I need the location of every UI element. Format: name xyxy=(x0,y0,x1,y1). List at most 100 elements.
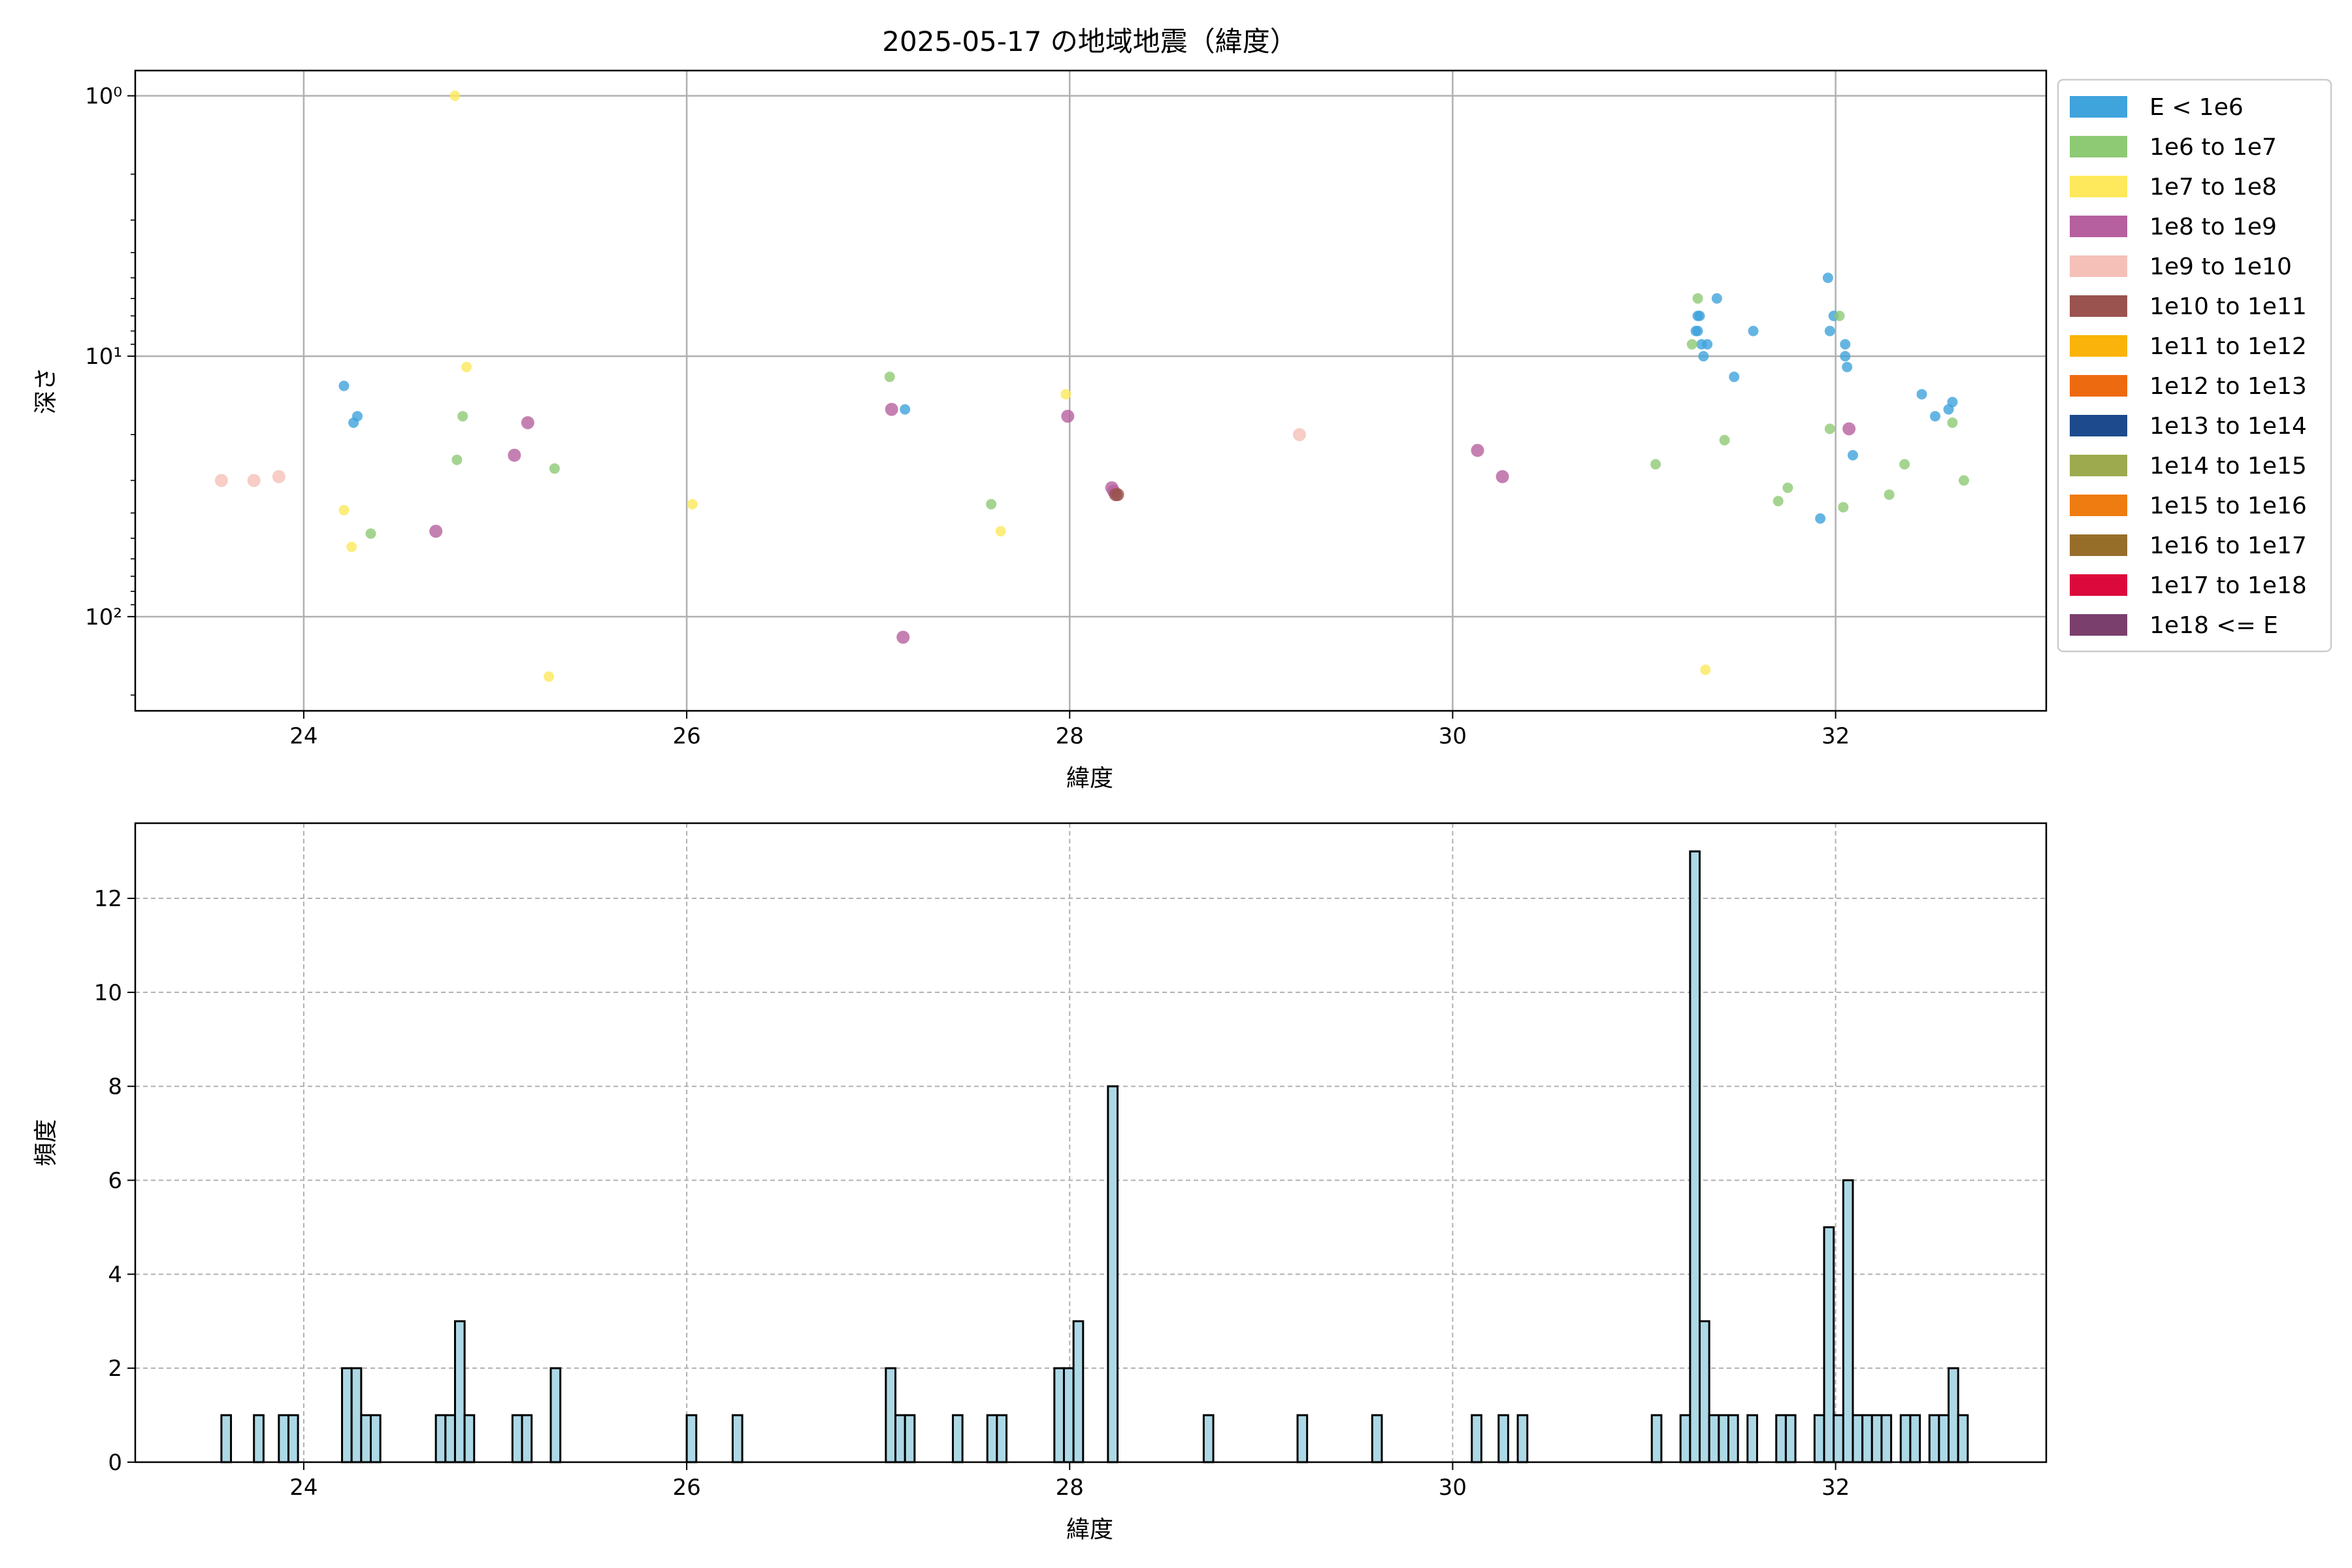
scatter-point xyxy=(338,380,350,391)
scatter-point xyxy=(1782,482,1793,493)
scatter-point xyxy=(1471,444,1484,457)
scatter-point xyxy=(1694,310,1705,321)
scatter-point xyxy=(351,411,363,422)
legend-swatch xyxy=(2070,495,2127,516)
histogram-bar xyxy=(1471,1414,1482,1463)
histogram-bar xyxy=(463,1414,476,1463)
histogram-bar xyxy=(1062,1367,1075,1463)
scatter-point xyxy=(1958,475,1969,486)
scatter-point xyxy=(687,498,698,510)
scatter-points xyxy=(214,90,1969,682)
histogram-bar xyxy=(1107,1085,1119,1463)
scatter-point xyxy=(1834,310,1845,321)
scatter-point xyxy=(1847,449,1858,461)
histogram-bar xyxy=(1899,1414,1912,1463)
histogram-bar xyxy=(1727,1414,1739,1463)
scatter-point xyxy=(1692,325,1703,336)
legend-swatch xyxy=(2070,534,2127,556)
scatter-x-tick-label: 24 xyxy=(289,723,318,749)
scatter-point xyxy=(1702,338,1713,350)
legend-label: 1e14 to 1e15 xyxy=(2149,453,2307,480)
scatter-point xyxy=(1495,470,1509,483)
scatter-y-tick-label: 10¹ xyxy=(85,344,122,370)
histogram-bar xyxy=(1718,1414,1729,1463)
scatter-point xyxy=(1729,371,1740,382)
legend: E < 1e6 1e6 to 1e7 1e7 to 1e8 1e8 to 1e9 1e9… xyxy=(2057,78,2332,653)
scatter-point xyxy=(885,402,898,416)
legend-label: 1e6 to 1e7 xyxy=(2149,134,2277,161)
legend-swatch xyxy=(2070,176,2127,197)
scatter-point xyxy=(549,463,560,474)
histogram-bar xyxy=(1497,1414,1509,1463)
legend-items: E < 1e6 1e6 to 1e7 1e7 to 1e8 1e8 to 1e9 1e9… xyxy=(2070,94,2307,639)
histogram-bar xyxy=(1909,1414,1921,1463)
scatter-point xyxy=(1930,411,1941,422)
histogram-y-tick-label: 10 xyxy=(94,980,122,1006)
scatter-point xyxy=(1947,397,1958,408)
histogram-bar xyxy=(444,1414,456,1463)
histogram-bar xyxy=(1371,1414,1383,1463)
scatter-point xyxy=(521,416,534,429)
histogram-y-tick-label: 2 xyxy=(108,1356,122,1382)
histogram-y-tick-label: 6 xyxy=(108,1168,122,1194)
scatter-point xyxy=(1292,428,1306,442)
scatter-x-tick-label: 28 xyxy=(1056,723,1084,749)
scatter-point xyxy=(365,528,376,539)
scatter-point xyxy=(1700,664,1711,676)
histogram-bar xyxy=(1689,850,1701,1463)
scatter-x-tick-label: 32 xyxy=(1821,723,1850,749)
scatter-point xyxy=(1711,293,1722,304)
scatter-point xyxy=(1838,502,1849,513)
histogram-bar xyxy=(986,1414,998,1463)
scatter-point xyxy=(1650,459,1661,470)
histogram-bar xyxy=(253,1414,265,1463)
legend-swatch xyxy=(2070,255,2127,277)
scatter-y-label: 深さ xyxy=(33,367,59,414)
scatter-point xyxy=(900,404,911,415)
histogram-bar xyxy=(220,1414,233,1463)
legend-swatch xyxy=(2070,216,2127,237)
scatter-point xyxy=(1840,351,1851,362)
histogram-bar xyxy=(731,1414,743,1463)
histogram-bar xyxy=(360,1414,372,1463)
histogram-bar xyxy=(1852,1414,1864,1463)
histogram-bar xyxy=(1957,1414,1969,1463)
scatter-point xyxy=(272,470,286,483)
histogram-bar xyxy=(885,1367,897,1463)
scatter-point xyxy=(1060,389,1071,400)
legend-swatch xyxy=(2070,136,2127,157)
legend-swatch xyxy=(2070,574,2127,596)
histogram-bar xyxy=(996,1414,1008,1463)
legend-label: 1e10 to 1e11 xyxy=(2149,293,2307,320)
histogram-bar xyxy=(1948,1367,1959,1463)
histogram-bar xyxy=(685,1414,698,1463)
legend-label: 1e15 to 1e16 xyxy=(2149,493,2307,519)
legend-swatch xyxy=(2070,295,2127,317)
scatter-y-tick-label: 10⁰ xyxy=(85,84,122,110)
legend-swatch xyxy=(2070,96,2127,118)
legend-label: 1e9 to 1e10 xyxy=(2149,253,2292,280)
scatter-x-tick-label: 30 xyxy=(1439,723,1467,749)
scatter-panel: 2025-05-17 の地域地震（緯度） 24 26 28 30 32 10⁰ 10¹ 10²… xyxy=(33,25,2048,792)
scatter-point xyxy=(544,671,555,682)
histogram-y-tick-label: 8 xyxy=(108,1074,122,1100)
legend-label: 1e16 to 1e17 xyxy=(2149,532,2307,559)
histogram-bar xyxy=(1870,1414,1883,1463)
legend-label: 1e13 to 1e14 xyxy=(2149,413,2307,440)
scatter-point xyxy=(995,526,1006,537)
histogram-plot-area xyxy=(135,823,2046,1462)
histogram-y-tick-label: 4 xyxy=(108,1262,122,1288)
histogram-bar xyxy=(350,1367,363,1463)
histogram-bar xyxy=(369,1414,382,1463)
histogram-bar xyxy=(904,1414,916,1463)
scatter-point xyxy=(1822,272,1833,284)
legend-swatch xyxy=(2070,614,2127,636)
scatter-point xyxy=(1111,488,1124,502)
scatter-point xyxy=(1698,351,1709,362)
histogram-bar xyxy=(1202,1414,1215,1463)
scatter-point xyxy=(1061,410,1075,423)
histogram-x-tick-label: 26 xyxy=(672,1475,700,1501)
histogram-bar xyxy=(951,1414,964,1463)
